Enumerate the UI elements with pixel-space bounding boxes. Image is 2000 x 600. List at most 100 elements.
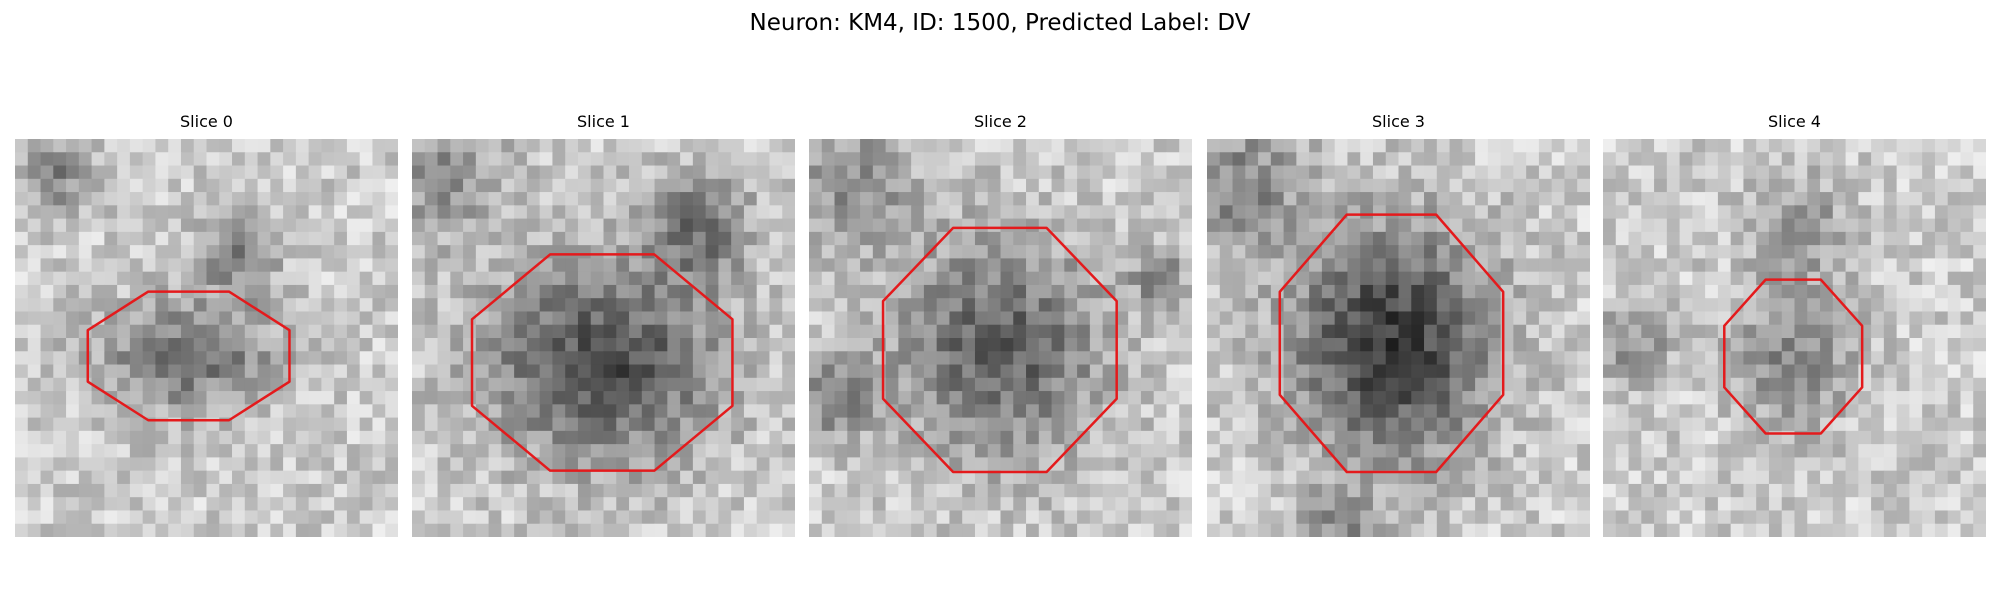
pixel — [1743, 165, 1757, 180]
pixel — [974, 417, 989, 432]
pixel — [1692, 178, 1706, 193]
pixel — [756, 483, 770, 498]
pixel — [1475, 311, 1489, 326]
pixel — [206, 497, 220, 511]
pixel — [1140, 430, 1155, 445]
pixel — [1089, 152, 1104, 167]
pixel — [1038, 470, 1053, 485]
pixel — [1577, 218, 1590, 233]
pixel — [1807, 510, 1821, 525]
pixel — [385, 271, 398, 286]
pixel — [974, 377, 989, 392]
pixel — [1219, 523, 1234, 537]
pixel — [1115, 377, 1129, 392]
pixel — [872, 470, 887, 485]
pixel — [1321, 351, 1336, 366]
pixel — [1064, 139, 1078, 153]
pixel — [1513, 152, 1527, 167]
pixel — [1564, 192, 1578, 206]
pixel — [1115, 178, 1129, 193]
pixel — [1102, 298, 1116, 312]
pixel — [577, 298, 592, 312]
pixel — [1334, 178, 1348, 193]
pixel — [1296, 139, 1310, 153]
pixel — [1628, 470, 1642, 485]
pixel — [1717, 430, 1732, 445]
pixel — [475, 245, 490, 259]
pixel — [860, 377, 874, 392]
pixel — [1960, 311, 1974, 326]
pixel — [78, 324, 93, 339]
pixel — [821, 483, 836, 498]
pixel — [936, 192, 950, 206]
pixel — [936, 178, 950, 193]
pixel — [1871, 377, 1885, 392]
pixel — [104, 351, 118, 366]
pixel — [321, 231, 335, 246]
pixel — [1398, 404, 1412, 419]
pixel — [1179, 497, 1192, 511]
pixel — [1896, 338, 1910, 352]
pixel — [885, 165, 899, 180]
pixel — [1538, 483, 1553, 498]
pixel — [1871, 430, 1885, 445]
pixel — [1730, 523, 1744, 537]
pixel — [40, 231, 54, 246]
pixel — [1705, 377, 1719, 392]
pixel — [782, 245, 795, 259]
pixel — [1219, 510, 1234, 525]
pixel — [334, 510, 348, 525]
pixel — [654, 523, 668, 537]
pixel — [232, 417, 246, 432]
pixel — [731, 470, 745, 485]
pixel — [1692, 298, 1706, 312]
pixel — [1102, 258, 1116, 273]
pixel — [1179, 351, 1192, 366]
pixel — [1679, 497, 1693, 511]
pixel — [974, 298, 989, 312]
pixel — [1309, 417, 1323, 432]
pixel — [142, 178, 156, 193]
pixel — [270, 338, 284, 352]
pixel — [1717, 444, 1732, 458]
pixel — [193, 351, 208, 366]
pixel — [603, 523, 617, 537]
pixel — [1832, 311, 1847, 326]
pixel — [27, 417, 42, 432]
pixel — [1296, 351, 1310, 366]
pixel — [885, 430, 899, 445]
pixel — [616, 139, 630, 153]
pixel — [1013, 139, 1027, 153]
pixel — [117, 231, 131, 246]
pixel — [1347, 351, 1361, 366]
pixel — [501, 284, 515, 299]
pixel — [1730, 205, 1744, 220]
pixel — [1768, 284, 1783, 299]
pixel — [514, 391, 528, 405]
pixel — [756, 391, 770, 405]
pixel — [1883, 523, 1898, 537]
pixel — [756, 324, 770, 339]
pixel — [66, 324, 80, 339]
pixel — [1089, 417, 1104, 432]
pixel — [437, 205, 451, 220]
pixel — [372, 205, 386, 220]
pixel — [731, 284, 745, 299]
pixel — [552, 444, 566, 458]
pixel — [206, 165, 220, 180]
pixel — [1615, 510, 1630, 525]
pixel — [219, 139, 233, 153]
pixel — [1513, 178, 1527, 193]
pixel — [1820, 444, 1834, 458]
pixel — [847, 430, 861, 445]
pixel — [1487, 284, 1502, 299]
pixel — [219, 271, 233, 286]
pixel — [577, 430, 592, 445]
pixel — [142, 483, 156, 498]
pixel — [1219, 483, 1234, 498]
pixel — [1309, 258, 1323, 273]
pixel — [450, 139, 464, 153]
pixel — [1115, 483, 1129, 498]
pixel — [1064, 205, 1078, 220]
pixel — [321, 284, 335, 299]
